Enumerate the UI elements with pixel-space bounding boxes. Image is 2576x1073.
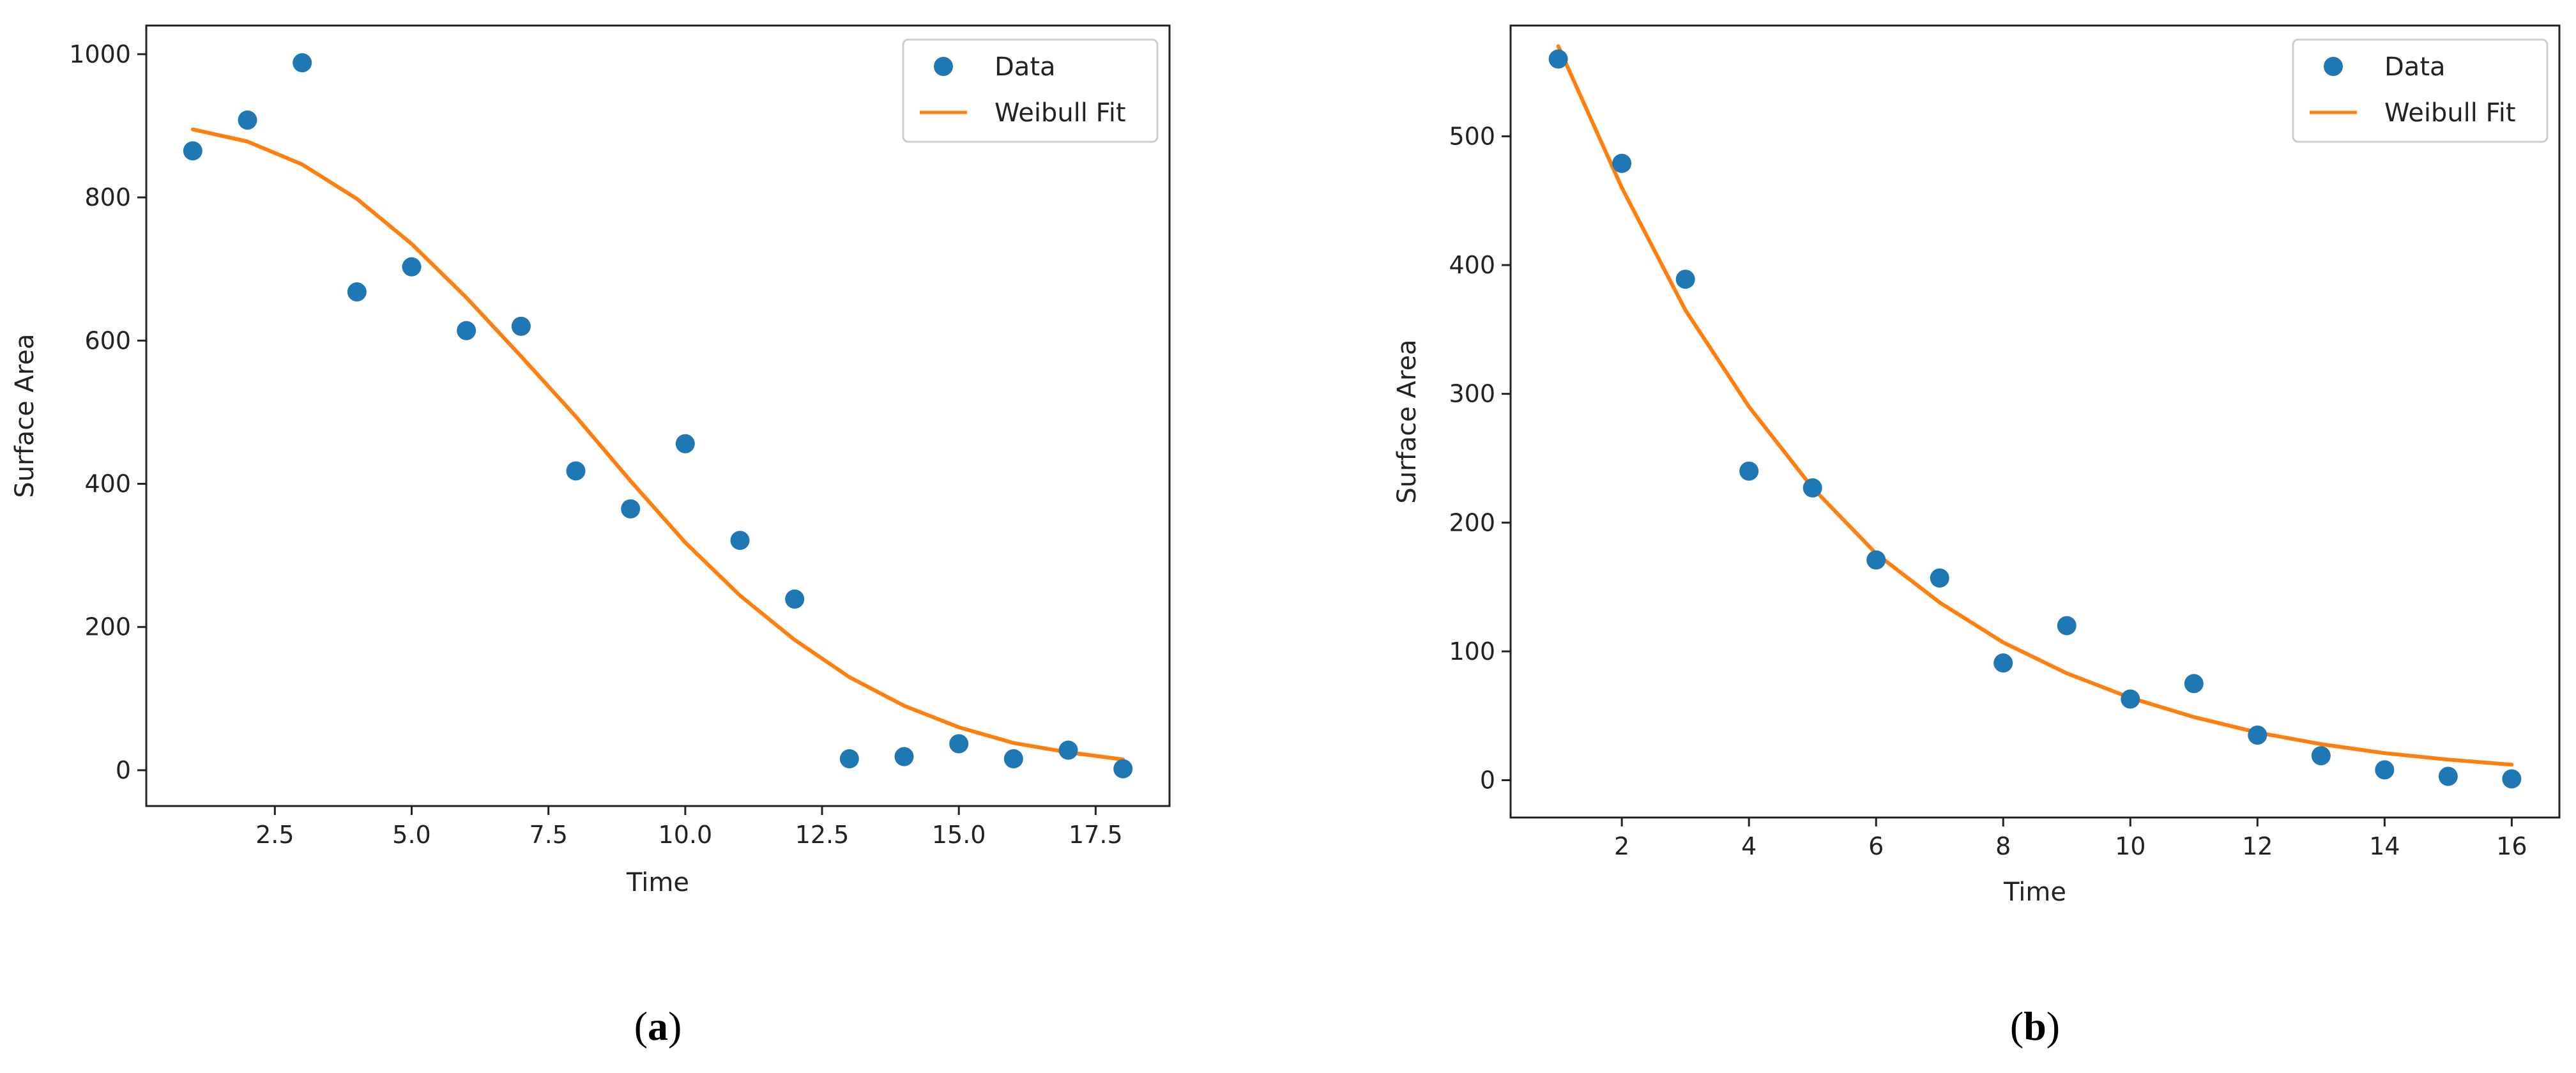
- chart-b-data-point: [2502, 769, 2522, 789]
- chart-b-xlabel: Time: [2003, 878, 2066, 907]
- chart-b-x-tick-label: 6: [1868, 832, 1884, 860]
- chart-b-data-point: [2121, 689, 2140, 709]
- chart-a-legend-data-label: Data: [995, 52, 1056, 82]
- chart-a-y-tick-label: 600: [84, 326, 131, 354]
- chart-a-data-point: [566, 461, 586, 481]
- chart-a-data-point: [402, 257, 422, 277]
- chart-b-data-point: [1802, 478, 1822, 498]
- chart-b-x-tick-label: 4: [1741, 832, 1757, 860]
- chart-b-legend-data-marker: [2324, 57, 2343, 76]
- chart-b-x-tick-label: 2: [1614, 832, 1629, 860]
- chart-a-plot-frame: [145, 24, 1171, 807]
- chart-a-legend-fit-label: Weibull Fit: [995, 98, 1126, 128]
- chart-a-data-point: [238, 110, 257, 130]
- chart-a-data-point: [457, 321, 476, 340]
- chart-b-legend: Data Weibull Fit: [2292, 38, 2549, 143]
- panel-label-a-letter: a: [648, 1003, 668, 1049]
- chart-b-y-tick-label: 500: [1449, 122, 1495, 150]
- chart-b-fit-line-layer: [1556, 44, 2514, 767]
- chart-a-x-ticks: 2.5 5.0 7.5 10.0 12.5 15.0 17.5: [255, 806, 1123, 849]
- chart-b-data-point: [1930, 568, 1949, 588]
- chart-a-data-point: [785, 590, 805, 609]
- chart-a-data-point: [1113, 759, 1133, 779]
- chart-b-data-point: [2184, 674, 2204, 694]
- chart-a-y-tick-label: 200: [84, 613, 131, 641]
- panel-label-a-close: ): [668, 1003, 682, 1049]
- chart-a-data-point: [839, 749, 859, 769]
- chart-b-y-tick-label: 400: [1449, 251, 1495, 279]
- chart-a-x-tick-label: 15.0: [932, 821, 986, 849]
- chart-b-data-point: [1675, 270, 1695, 289]
- chart-b-data-point: [1866, 550, 1886, 570]
- chart-a-data-point: [730, 531, 750, 551]
- chart-b-data-point: [1739, 461, 1759, 481]
- panel-label-a-open: (: [634, 1003, 648, 1049]
- chart-a-points-layer: [183, 53, 1133, 779]
- chart-b-y-tick-label: 200: [1449, 508, 1495, 536]
- chart-b-y-tick-label: 0: [1480, 766, 1495, 795]
- chart-a-legend: Data Weibull Fit: [902, 38, 1159, 143]
- chart-b-data-point: [2057, 616, 2077, 635]
- chart-a-data-point: [675, 434, 695, 453]
- chart-b-data-point: [1548, 49, 1568, 69]
- chart-b-data-point: [1993, 653, 2013, 673]
- chart-b-ylabel: Surface Area: [1392, 339, 1422, 503]
- chart-a-ylabel: Surface Area: [10, 333, 40, 498]
- chart-a-legend-box: [902, 38, 1159, 143]
- chart-b-weibull-fit-line: [1556, 44, 2514, 767]
- chart-a-data-point: [293, 53, 312, 73]
- chart-b: 2 4 6 8 10 12 14 16 0 100 200 300 400 500 Time Surfa…: [1392, 24, 2561, 907]
- panel-label-a: (a): [634, 1003, 682, 1049]
- chart-a-x-tick-label: 5.0: [392, 821, 431, 849]
- chart-b-y-tick-label: 100: [1449, 637, 1495, 666]
- chart-a-data-point: [621, 499, 641, 519]
- chart-a-data-point: [511, 316, 531, 336]
- chart-a-x-tick-label: 2.5: [255, 821, 294, 849]
- chart-a-x-tick-label: 7.5: [529, 821, 567, 849]
- chart-b-legend-box: [2292, 38, 2549, 143]
- chart-a-x-tick-label: 17.5: [1069, 821, 1123, 849]
- chart-b-y-tick-label: 300: [1449, 380, 1495, 408]
- chart-b-legend-data-label: Data: [2384, 52, 2446, 82]
- chart-a-y-tick-label: 0: [116, 756, 131, 784]
- panel-label-b-letter: b: [2023, 1003, 2046, 1049]
- chart-b-x-tick-label: 12: [2242, 832, 2273, 860]
- chart-a-data-point: [894, 747, 914, 766]
- chart-a-fit-line-layer: [190, 127, 1125, 762]
- chart-b-x-tick-label: 10: [2115, 832, 2145, 860]
- chart-a-data-point: [1058, 740, 1078, 760]
- chart-a-y-tick-label: 1000: [69, 40, 131, 68]
- chart-b-points-layer: [1548, 49, 2522, 789]
- chart-a-y-ticks: 0 200 400 600 800 1000: [69, 40, 146, 784]
- chart-b-legend-fit-label: Weibull Fit: [2384, 98, 2516, 128]
- panel-label-b: (b): [2010, 1003, 2060, 1049]
- chart-b-plot-frame: [1509, 24, 2561, 819]
- chart-a-x-tick-label: 12.5: [795, 821, 850, 849]
- chart-a: 2.5 5.0 7.5 10.0 12.5 15.0 17.5 0 200 400 600 800 1…: [10, 24, 1171, 897]
- chart-b-data-point: [2311, 746, 2331, 766]
- chart-a-weibull-fit-line: [190, 127, 1125, 762]
- chart-a-data-point: [1003, 749, 1023, 769]
- panel-label-b-open: (: [2010, 1003, 2023, 1049]
- chart-a-data-point: [347, 282, 367, 302]
- chart-a-xlabel: Time: [626, 868, 689, 897]
- chart-b-data-point: [2375, 760, 2395, 780]
- chart-b-y-ticks: 0 100 200 300 400 500: [1449, 122, 1511, 795]
- chart-b-x-tick-label: 8: [1995, 832, 2011, 860]
- chart-b-x-ticks: 2 4 6 8 10 12 14 16: [1614, 818, 2527, 860]
- chart-b-data-point: [2438, 766, 2458, 786]
- chart-b-x-tick-label: 16: [2496, 832, 2527, 860]
- chart-b-data-point: [1612, 153, 1632, 173]
- chart-a-y-tick-label: 800: [84, 183, 131, 211]
- chart-a-y-tick-label: 400: [84, 470, 131, 498]
- panel-label-b-close: ): [2046, 1003, 2060, 1049]
- chart-a-data-point: [949, 734, 969, 754]
- chart-a-data-point: [183, 141, 202, 161]
- chart-b-data-point: [2248, 725, 2267, 745]
- chart-a-x-tick-label: 10.0: [659, 821, 713, 849]
- chart-b-x-tick-label: 14: [2369, 832, 2400, 860]
- chart-a-legend-data-marker: [934, 57, 953, 76]
